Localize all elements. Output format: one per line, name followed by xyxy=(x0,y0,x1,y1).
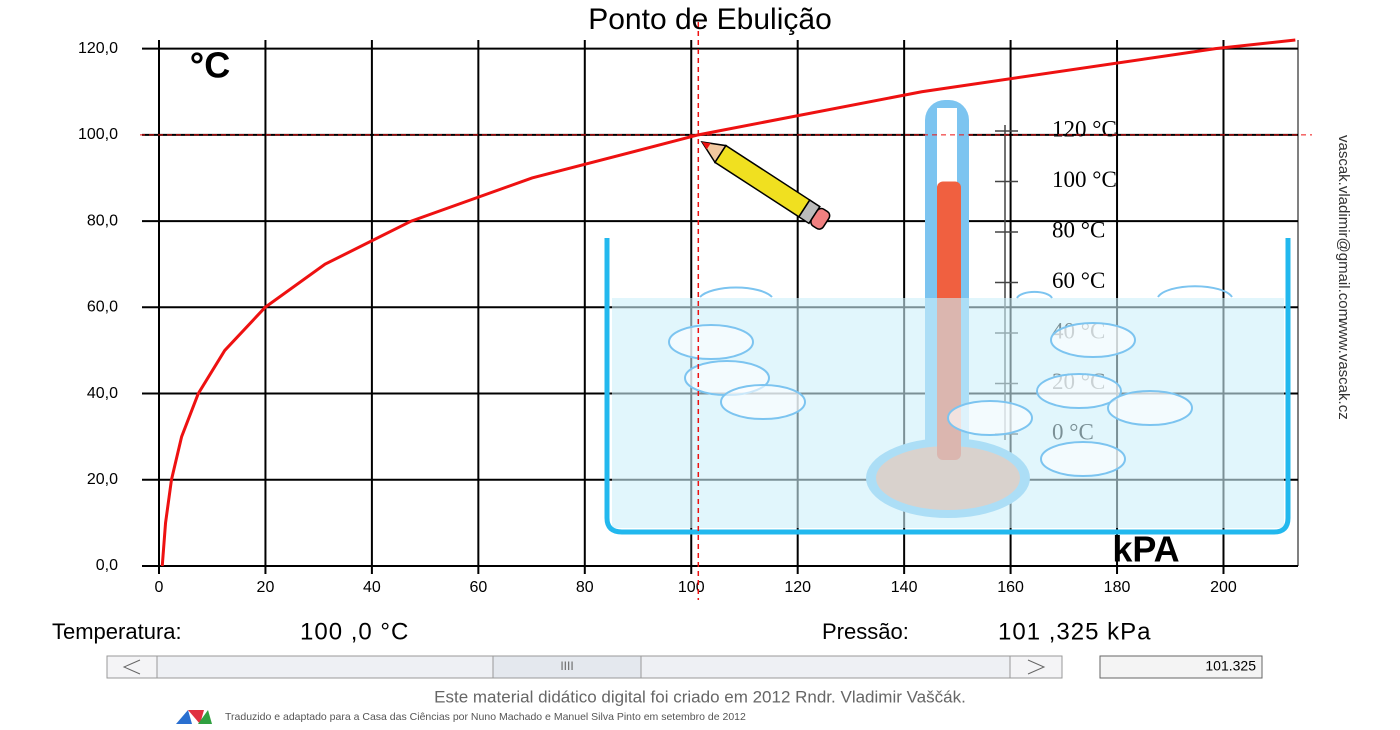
slider-grip: IIII xyxy=(560,659,573,673)
bubble xyxy=(1050,322,1136,358)
left-arrow xyxy=(122,659,141,675)
footer-credit: Este material didático digital foi criad… xyxy=(434,687,966,706)
thermometer-tick-label: 60 °C xyxy=(1052,268,1105,293)
pressure-slider[interactable]: IIII xyxy=(106,655,1063,679)
temperature-value: 100 ,0 °C xyxy=(300,618,409,645)
x-tick-label: 100 xyxy=(678,579,705,596)
bubble-arc xyxy=(1157,285,1233,298)
y-tick-label: 80,0 xyxy=(87,212,118,229)
temperature-label: Temperatura: xyxy=(52,619,182,644)
pressure-value: 101 ,325 kPa xyxy=(998,618,1151,645)
bubble xyxy=(720,384,806,420)
thermometer-tick-label: 100 °C xyxy=(1052,167,1117,192)
y-tick-label: 60,0 xyxy=(87,299,118,316)
x-tick-label: 120 xyxy=(784,579,811,596)
y-tick-label: 20,0 xyxy=(87,471,118,488)
slider-thumb[interactable] xyxy=(492,655,642,679)
contact-email: vascak.vladimir@gmail.com xyxy=(1335,135,1352,321)
pencil[interactable] xyxy=(697,134,832,231)
y-tick-label: 40,0 xyxy=(87,385,118,402)
pressure-input-value: 101.325 xyxy=(1205,658,1256,674)
bubble xyxy=(668,324,754,360)
logo xyxy=(176,710,212,724)
bubble xyxy=(1040,441,1126,477)
x-tick-label: 180 xyxy=(1104,579,1131,596)
y-tick-label: 100,0 xyxy=(78,126,118,143)
bubble-arc xyxy=(699,286,773,298)
x-axis-unit: kPA xyxy=(1112,529,1179,570)
x-tick-label: 40 xyxy=(363,579,381,596)
website: www.vascak.cz xyxy=(1335,317,1352,420)
pressure-label: Pressão: xyxy=(822,619,909,644)
beaker xyxy=(604,238,1291,535)
x-tick-label: 60 xyxy=(469,579,487,596)
bubble-arc xyxy=(1016,290,1053,299)
thermometer-tick-label: 120 °C xyxy=(1052,116,1117,141)
thermometer-tick-label: 80 °C xyxy=(1052,217,1105,242)
x-tick-label: 80 xyxy=(576,579,594,596)
right-arrow xyxy=(1027,659,1046,675)
y-tick-label: 0,0 xyxy=(96,557,118,574)
y-tick-label: 120,0 xyxy=(78,40,118,57)
pressure-input[interactable] xyxy=(1099,655,1263,679)
slider-left-button[interactable] xyxy=(106,655,158,679)
x-tick-label: 140 xyxy=(891,579,918,596)
slider-right-button[interactable] xyxy=(1009,655,1063,679)
chart-title: Ponto de Ebulição xyxy=(588,3,832,36)
bubbles xyxy=(668,285,1233,477)
y-axis-unit: °C xyxy=(190,45,230,86)
bubble xyxy=(1036,373,1122,409)
x-tick-label: 0 xyxy=(155,579,164,596)
x-tick-label: 160 xyxy=(997,579,1024,596)
footer-translation: Traduzido e adaptado para a Casa das Ciê… xyxy=(225,711,746,723)
bubble xyxy=(1107,390,1193,426)
bubble xyxy=(947,400,1033,436)
x-tick-label: 200 xyxy=(1210,579,1237,596)
x-tick-label: 20 xyxy=(257,579,275,596)
boiling-curve xyxy=(160,38,1296,567)
plot xyxy=(140,22,1312,600)
